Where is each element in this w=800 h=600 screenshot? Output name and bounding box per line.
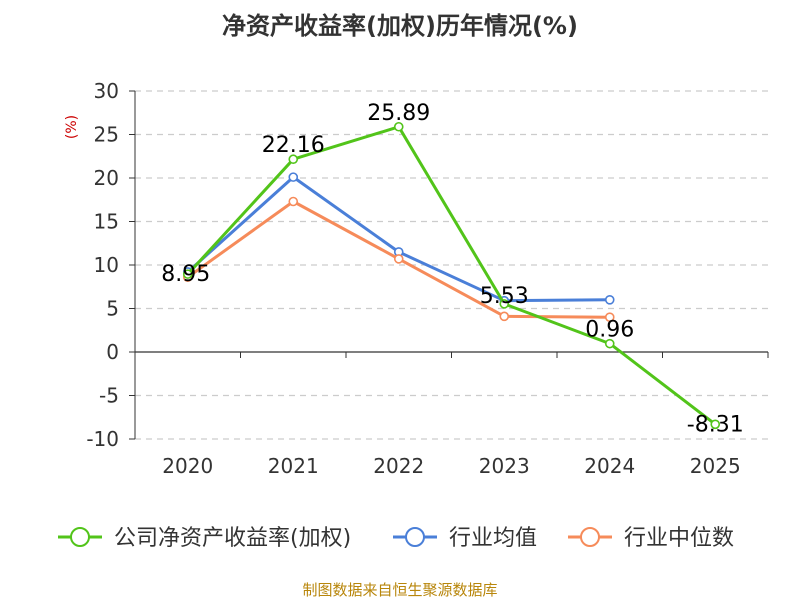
- y-tick-label: 5: [106, 297, 119, 321]
- y-tick-label: -10: [86, 427, 119, 451]
- series-lines: [182, 121, 721, 430]
- data-label: 5.53: [480, 284, 529, 309]
- legend-label: 公司净资产收益率(加权): [114, 526, 351, 551]
- x-tick-label: 2024: [584, 454, 635, 478]
- legend-label: 行业中位数: [624, 526, 734, 551]
- legend-marker: [580, 527, 600, 547]
- x-tick-label: 2023: [479, 454, 530, 478]
- data-point: [604, 294, 615, 305]
- legend-marker: [70, 527, 90, 547]
- y-tick-label: 20: [94, 166, 119, 190]
- series-1: [182, 121, 721, 430]
- data-point: [604, 338, 615, 349]
- y-axis-unit: (%): [64, 115, 80, 139]
- data-label: 22.16: [262, 133, 325, 158]
- data-point: [288, 196, 299, 207]
- x-tick-label: 2021: [268, 454, 319, 478]
- x-tick-labels: 2020 2021 2022 2023 2024 2025: [162, 454, 740, 478]
- x-tick-label: 2022: [373, 454, 424, 478]
- y-tick-label: 15: [94, 210, 119, 234]
- y-tick-label: 10: [94, 253, 119, 277]
- data-point: [288, 172, 299, 182]
- data-point: [499, 299, 510, 309]
- y-tick-labels: 30 25 20 15 10 5 0 -5 -10: [86, 79, 119, 451]
- y-tick-label: 25: [94, 123, 119, 147]
- series-line: [186, 125, 717, 426]
- data-point: [393, 254, 404, 264]
- series-line: [186, 175, 610, 303]
- legend: 公司净资产收益率(加权) 行业均值 行业中位数: [58, 526, 734, 551]
- y-tick-label: 30: [94, 79, 119, 103]
- data-point: [182, 269, 193, 279]
- data-point: [710, 419, 721, 430]
- legend-label: 行业均值: [449, 526, 537, 551]
- data-labels: 8.95 22.16 25.89 5.53 0.96 -8.31: [161, 101, 743, 438]
- data-label: -8.31: [687, 412, 744, 437]
- data-point: [288, 154, 299, 165]
- axes: [129, 90, 769, 440]
- data-point: [604, 312, 615, 323]
- data-point: [393, 121, 404, 132]
- data-label: 8.95: [161, 262, 210, 287]
- source-note: 制图数据来自恒生聚源数据库: [302, 581, 497, 599]
- x-tick-label: 2020: [162, 454, 213, 478]
- data-point: [499, 311, 510, 322]
- data-label: 25.89: [367, 101, 430, 126]
- data-label: 0.96: [585, 318, 634, 343]
- y-tick-label: -5: [99, 384, 119, 408]
- grid-lines: [135, 90, 768, 440]
- y-tick-label: 0: [106, 340, 119, 364]
- chart-title: 净资产收益率(加权)历年情况(%): [222, 12, 578, 40]
- x-tick-label: 2025: [690, 454, 741, 478]
- series-2: [182, 172, 615, 306]
- legend-marker: [405, 527, 425, 547]
